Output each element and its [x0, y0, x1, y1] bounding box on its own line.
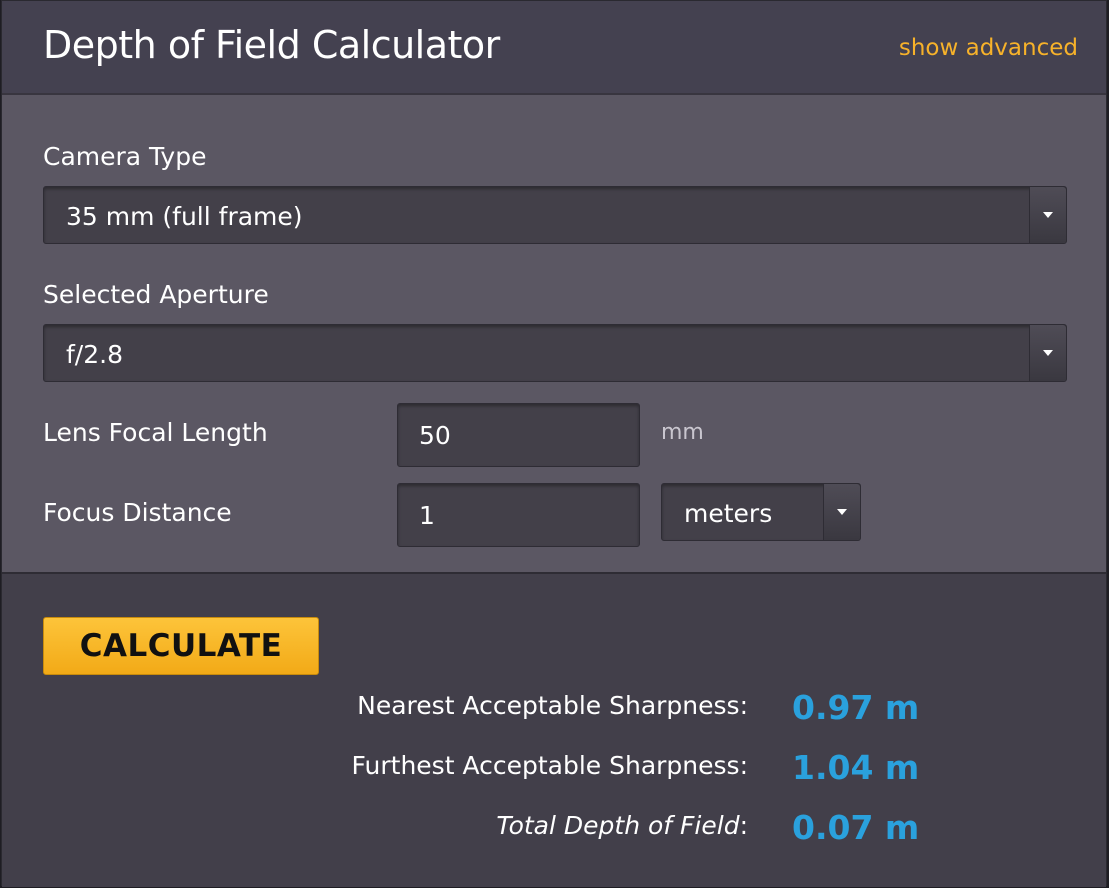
calculate-button[interactable]: CALCULATE: [43, 617, 319, 675]
aperture-dropdown-button[interactable]: [1029, 325, 1066, 381]
nearest-sharpness-label: Nearest Acceptable Sharpness:: [357, 691, 748, 720]
form-area: Camera Type 35 mm (full frame) Selected …: [2, 95, 1106, 574]
caret-down-icon: [837, 509, 847, 515]
aperture-label: Selected Aperture: [43, 280, 269, 309]
caret-down-icon: [1043, 212, 1053, 218]
camera-type-select[interactable]: 35 mm (full frame): [43, 186, 1067, 244]
page-title: Depth of Field Calculator: [43, 23, 500, 67]
furthest-sharpness-value: 1.04 m: [792, 748, 920, 787]
total-dof-label-colon: :: [739, 811, 748, 840]
camera-type-value: 35 mm (full frame): [66, 202, 303, 231]
focal-length-input[interactable]: [397, 403, 640, 467]
total-dof-label: Total Depth of Field:: [496, 811, 748, 840]
focus-distance-label: Focus Distance: [43, 498, 232, 527]
show-advanced-link[interactable]: show advanced: [898, 35, 1078, 61]
focal-length-unit: mm: [661, 420, 704, 445]
aperture-select[interactable]: f/2.8: [43, 324, 1067, 382]
total-dof-label-text: Total Depth of Field: [496, 811, 740, 840]
camera-type-dropdown-button[interactable]: [1029, 187, 1066, 243]
results-area: CALCULATE Nearest Acceptable Sharpness: …: [2, 574, 1106, 887]
aperture-value: f/2.8: [66, 340, 123, 369]
focal-length-label: Lens Focal Length: [43, 418, 268, 447]
furthest-sharpness-label: Furthest Acceptable Sharpness:: [351, 751, 748, 780]
distance-unit-select[interactable]: meters: [661, 483, 861, 541]
distance-unit-value: meters: [684, 499, 773, 528]
caret-down-icon: [1043, 350, 1053, 356]
nearest-sharpness-value: 0.97 m: [792, 688, 920, 727]
header: Depth of Field Calculator show advanced: [2, 1, 1106, 95]
focus-distance-input[interactable]: [397, 483, 640, 547]
distance-unit-dropdown-button[interactable]: [823, 484, 860, 540]
camera-type-label: Camera Type: [43, 142, 207, 171]
total-dof-value: 0.07 m: [792, 808, 920, 847]
